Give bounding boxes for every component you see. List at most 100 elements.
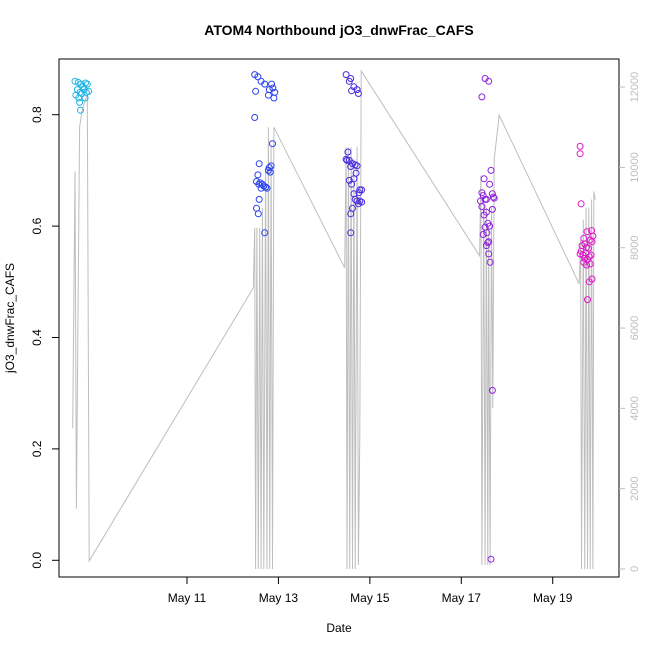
data-point-s3-22 — [355, 189, 363, 197]
data-point-s1-1 — [71, 77, 79, 85]
y-axis-label: jO3_dnwFrac_CAFS — [3, 263, 17, 374]
y2-tick-label: 8000 — [629, 235, 641, 259]
data-point-s4-26 — [482, 242, 490, 250]
x-tick-label: May 17 — [442, 591, 482, 605]
data-point-s2-2 — [254, 73, 262, 81]
y-tick-label: 0.4 — [30, 329, 44, 346]
x-tick-label: May 11 — [168, 591, 207, 605]
data-point-s3-28 — [354, 200, 362, 208]
chart-title: ATOM4 Northbound jO3_dnwFrac_CAFS — [204, 22, 473, 38]
y-tick-label: 0.0 — [30, 552, 44, 569]
data-point-s1-14 — [78, 90, 86, 97]
data-point-s5-17 — [579, 251, 587, 259]
data-point-s3-1 — [342, 71, 350, 79]
data-point-s4-16 — [478, 203, 486, 211]
data-point-s3-15 — [347, 163, 355, 170]
data-point-s4-27 — [485, 250, 493, 258]
data-point-s4-23 — [479, 231, 487, 238]
data-point-s2-4 — [261, 80, 269, 88]
data-points-layer — [71, 71, 597, 563]
data-point-s4-7 — [488, 190, 496, 198]
data-point-s2-13 — [269, 140, 276, 148]
secondary-y-axis: 0 2000 4000 6000 8000 10000 12000 — [619, 72, 641, 572]
data-point-s4-14 — [490, 194, 498, 202]
data-point-s4-18 — [480, 211, 488, 219]
data-point-s4-15 — [488, 205, 496, 213]
data-point-s2-6 — [269, 84, 277, 92]
x-tick-label: May 15 — [350, 591, 390, 605]
data-point-s5-24 — [586, 260, 594, 268]
data-point-s2-9 — [264, 91, 272, 99]
data-point-s2-27 — [263, 184, 271, 192]
data-point-s3-10 — [343, 156, 351, 164]
data-point-s3-19 — [348, 180, 356, 188]
y2-tick-label: 10000 — [629, 152, 641, 183]
data-point-s5-23 — [583, 261, 590, 269]
x-axis: May 11 May 13 May 15 May 17 May 19 — [168, 577, 573, 605]
data-point-s5-9 — [588, 238, 596, 246]
plot-frame — [58, 58, 620, 578]
y-tick-label: 0.6 — [30, 217, 44, 234]
data-point-s4-24 — [485, 238, 493, 246]
data-point-s1-15 — [81, 94, 89, 102]
data-point-s2-17 — [264, 166, 272, 174]
altitude-trace-layer — [72, 69, 596, 570]
data-point-s2-25 — [262, 183, 270, 191]
data-point-s5-1 — [576, 142, 584, 150]
y2-tick-label: 12000 — [629, 72, 641, 103]
data-point-s5-26 — [585, 278, 593, 286]
y-tick-label: 0.2 — [30, 440, 44, 457]
data-point-s2-23 — [255, 180, 263, 188]
y2-tick-label: 0 — [629, 566, 641, 572]
data-point-s1-5 — [82, 79, 89, 87]
data-point-s4-5 — [480, 175, 488, 183]
data-point-s4-13 — [489, 193, 497, 201]
data-point-s2-19 — [254, 171, 262, 179]
altitude-line — [72, 69, 596, 570]
data-point-s4-30 — [487, 555, 495, 563]
data-point-s1-16 — [76, 98, 84, 106]
data-point-s4-6 — [486, 180, 494, 188]
data-point-s4-29 — [488, 386, 496, 394]
data-point-s3-3 — [345, 77, 353, 85]
data-point-s1-11 — [85, 87, 93, 95]
data-point-s2-8 — [252, 87, 260, 95]
data-point-s5-4 — [583, 228, 591, 236]
data-point-s3-31 — [347, 229, 355, 237]
y-tick-label: 0.8 — [30, 106, 44, 123]
data-point-s4-28 — [486, 258, 494, 266]
y-axis: 0.0 0.2 0.4 0.6 0.8 — [30, 106, 59, 569]
x-axis-label: Date — [326, 621, 352, 635]
data-point-s3-30 — [347, 210, 355, 218]
data-point-s5-8 — [586, 236, 594, 244]
data-point-s2-12 — [251, 114, 259, 121]
data-point-s5-27 — [584, 296, 591, 304]
data-point-s1-17 — [77, 106, 84, 114]
data-point-s5-19 — [587, 251, 595, 259]
data-point-s2-31 — [261, 229, 269, 237]
data-point-s3-9 — [342, 155, 350, 163]
data-point-s2-28 — [255, 195, 263, 203]
data-point-s4-3 — [478, 93, 486, 101]
data-point-s3-8 — [344, 148, 352, 156]
data-point-s4-2 — [485, 77, 493, 85]
y2-tick-label: 6000 — [629, 316, 641, 340]
data-point-s3-6 — [348, 87, 356, 95]
data-point-s2-30 — [254, 210, 262, 218]
data-point-s4-4 — [487, 166, 495, 174]
y2-tick-label: 2000 — [629, 476, 641, 500]
data-point-s5-3 — [577, 200, 585, 208]
data-point-s3-7 — [354, 90, 362, 97]
data-point-s1-6 — [83, 80, 91, 88]
data-point-s2-11 — [270, 94, 278, 102]
data-point-s4-20 — [486, 222, 494, 230]
data-point-s5-2 — [576, 150, 584, 158]
data-point-s3-18 — [345, 176, 353, 184]
y2-tick-label: 4000 — [629, 396, 641, 420]
data-point-s4-22 — [483, 229, 491, 237]
data-point-s2-18 — [266, 168, 274, 176]
x-tick-label: May 19 — [533, 591, 573, 605]
x-tick-label: May 13 — [259, 591, 299, 605]
data-point-s2-14 — [255, 160, 263, 168]
